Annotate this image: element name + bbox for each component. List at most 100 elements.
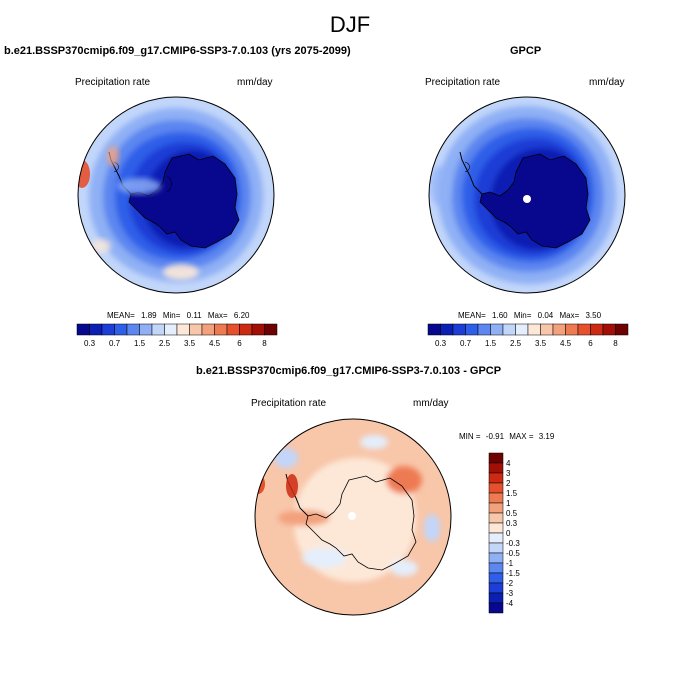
panel-model-antarctica-interior bbox=[128, 153, 240, 249]
panel-diff-min-label: MIN = bbox=[459, 432, 481, 441]
panel-diff-colorbar-swatch-1 bbox=[488, 462, 504, 474]
panel-model-colorbar-tick-label-4: 3.5 bbox=[184, 339, 196, 348]
panel-model-colorbar-tick-label-0: 0.3 bbox=[84, 339, 96, 348]
panel-model-colorbar-tick-label-7: 8 bbox=[262, 339, 267, 348]
panel-model-colorbar-swatch-2 bbox=[101, 323, 115, 336]
panel-obs-max-value: 3.50 bbox=[585, 311, 602, 320]
panel-diff-colorbar-tick-label-3: 1.5 bbox=[506, 489, 518, 498]
panel-diff-colorbar-swatch-0 bbox=[488, 452, 504, 464]
main-title: DJF bbox=[329, 12, 371, 37]
panel-diff-blue-patch-northwest bbox=[274, 448, 298, 468]
panel-obs-colorbar-tick-label-6: 6 bbox=[588, 339, 593, 348]
panel-diff-map-border bbox=[254, 418, 452, 616]
panel-model-colorbar-swatch-0 bbox=[76, 323, 90, 336]
panel-diff-colorbar-tick-label-2: 2 bbox=[506, 479, 511, 488]
panel-model-colorbar: 0.3 0.7 1.5 2.5 3.5 4.5 6 8 bbox=[76, 323, 278, 348]
panel-model-units-label: mm/day bbox=[237, 77, 273, 88]
panel-diff-title: b.e21.BSSP370cmip6.f09_g17.CMIP6-SSP3-7.… bbox=[196, 365, 502, 377]
panel-model-colorbar-swatch-11 bbox=[214, 323, 228, 336]
panel-diff-colorbar-tick-label-5: 0.5 bbox=[506, 509, 518, 518]
panel-obs-max-label: Max= bbox=[559, 311, 580, 320]
panel-obs-colorbar-swatch-7 bbox=[515, 323, 529, 336]
panel-model-max-label: Max= bbox=[207, 311, 228, 320]
panel-diff-colorbar-tick-label-7: 0 bbox=[506, 529, 511, 538]
panel-model-polar-map bbox=[77, 96, 275, 294]
panel-model-colorbar-swatch-6 bbox=[151, 323, 165, 336]
panel-diff-colorbar-swatch-8 bbox=[488, 532, 504, 544]
panel-obs-colorbar-swatch-3 bbox=[465, 323, 479, 336]
panel-diff-colorbar-swatch-3 bbox=[488, 482, 504, 494]
panel-obs-colorbar-tick-label-3: 2.5 bbox=[510, 339, 522, 348]
panel-diff-colorbar-tick-label-13: -3 bbox=[506, 589, 514, 598]
panel-model-mean-value: 1.89 bbox=[141, 311, 157, 320]
panel-obs-colorbar-swatch-2 bbox=[452, 323, 466, 336]
panel-model-ice-shelf-line bbox=[166, 175, 172, 193]
panel-obs-title: GPCP bbox=[510, 45, 542, 57]
panel-model-colorbar-swatch-14 bbox=[251, 323, 265, 336]
panel-obs-colorbar-tick-label-0: 0.3 bbox=[435, 339, 447, 348]
panel-obs-pole-hole bbox=[523, 195, 531, 203]
panel-model-map-border bbox=[77, 96, 275, 294]
panel-model-mean-label: MEAN= bbox=[107, 311, 135, 320]
panel-model-colorbar-swatch-12 bbox=[226, 323, 240, 336]
panel-obs-mean-value: 1.60 bbox=[492, 311, 508, 320]
panel-obs-polar-map bbox=[428, 96, 626, 294]
panel-diff-antarctica-coast bbox=[305, 475, 417, 571]
panel-model-colorbar-tick-label-3: 2.5 bbox=[159, 339, 171, 348]
panel-diff-min-value: -0.91 bbox=[485, 432, 505, 441]
panel-obs-variable-label: Precipitation rate bbox=[425, 77, 501, 88]
panel-model-colorbar-swatch-8 bbox=[176, 323, 190, 336]
panel-obs-peninsula-coast bbox=[459, 151, 483, 195]
panel-diff-colorbar-tick-label-11: -1.5 bbox=[506, 569, 520, 578]
panel-model-colorbar-tick-label-1: 0.7 bbox=[109, 339, 121, 348]
panel-diff-colorbar-swatch-9 bbox=[488, 542, 504, 554]
panel-diff-max-label: MAX = bbox=[509, 432, 534, 441]
panel-diff-colorbar-swatch-15 bbox=[488, 602, 504, 614]
panel-model-colorbar-swatch-3 bbox=[114, 323, 128, 336]
panel-obs-drake-passage-patch bbox=[430, 166, 450, 206]
panel-model-peninsula-high-precip bbox=[107, 146, 119, 166]
panel-model-variable-label: Precipitation rate bbox=[75, 77, 151, 88]
panel-obs-colorbar-swatch-4 bbox=[477, 323, 491, 336]
panel-diff-colorbar-swatch-10 bbox=[488, 552, 504, 564]
panel-obs-colorbar-tick-label-2: 1.5 bbox=[485, 339, 497, 348]
panel-model-title: b.e21.BSSP370cmip6.f09_g17.CMIP6-SSP3-7.… bbox=[4, 45, 351, 57]
panel-model-colorbar-swatch-1 bbox=[89, 323, 103, 336]
panel-model-colorbar-swatch-9 bbox=[189, 323, 203, 336]
panel-obs-min-value: 0.04 bbox=[537, 311, 554, 320]
panel-diff-colorbar-tick-label-12: -2 bbox=[506, 579, 514, 588]
panel-diff-colorbar-swatch-2 bbox=[488, 472, 504, 484]
panel-diff-colorbar-swatch-6 bbox=[488, 512, 504, 524]
panel-obs-island-coast bbox=[464, 161, 470, 173]
panel-obs-colorbar-swatch-10 bbox=[552, 323, 566, 336]
panel-obs-colorbar-tick-label-4: 3.5 bbox=[535, 339, 547, 348]
panel-model-colorbar-swatch-5 bbox=[139, 323, 153, 336]
panel-obs-colorbar-swatch-13 bbox=[590, 323, 604, 336]
panel-obs-colorbar-tick-label-5: 4.5 bbox=[560, 339, 572, 348]
panel-obs-colorbar-swatch-6 bbox=[502, 323, 516, 336]
panel-diff-colorbar-swatch-7 bbox=[488, 522, 504, 534]
panel-model-colorbar-tick-label-2: 1.5 bbox=[134, 339, 146, 348]
panel-diff-max-value: 3.19 bbox=[538, 432, 555, 441]
panel-diff-blue-patch-southeast bbox=[390, 560, 418, 576]
panel-model-max-value: 6.20 bbox=[233, 311, 250, 320]
panel-model-stats: MEAN= 1.89 Min= 0.11 Max= 6.20 bbox=[107, 311, 249, 320]
panel-diff-colorbar-swatch-11 bbox=[488, 562, 504, 574]
panel-diff-colorbar-tick-label-9: -0.5 bbox=[506, 549, 520, 558]
panel-obs-map-border bbox=[428, 96, 626, 294]
panel-obs-colorbar-swatch-9 bbox=[540, 323, 554, 336]
panel-diff-blue-patch-south bbox=[302, 548, 346, 568]
panel-diff-units-label: mm/day bbox=[413, 398, 449, 409]
panel-diff-colorbar-swatch-5 bbox=[488, 502, 504, 514]
panel-diff-pole-hole bbox=[348, 512, 356, 520]
panel-diff-colorbar-swatch-14 bbox=[488, 592, 504, 604]
panel-model-drake-passage-max bbox=[78, 160, 90, 188]
panel-diff-blue-patch-east bbox=[424, 514, 440, 542]
panel-obs-colorbar-swatch-5 bbox=[490, 323, 504, 336]
panel-obs-stats: MEAN= 1.60 Min= 0.04 Max= 3.50 bbox=[458, 311, 601, 320]
panel-model-weddell-plume bbox=[117, 178, 161, 194]
panel-model-colorbar-swatch-13 bbox=[239, 323, 253, 336]
panel-obs-colorbar-swatch-0 bbox=[427, 323, 441, 336]
panel-obs-colorbar: 0.3 0.7 1.5 2.5 3.5 4.5 6 8 bbox=[427, 323, 629, 348]
